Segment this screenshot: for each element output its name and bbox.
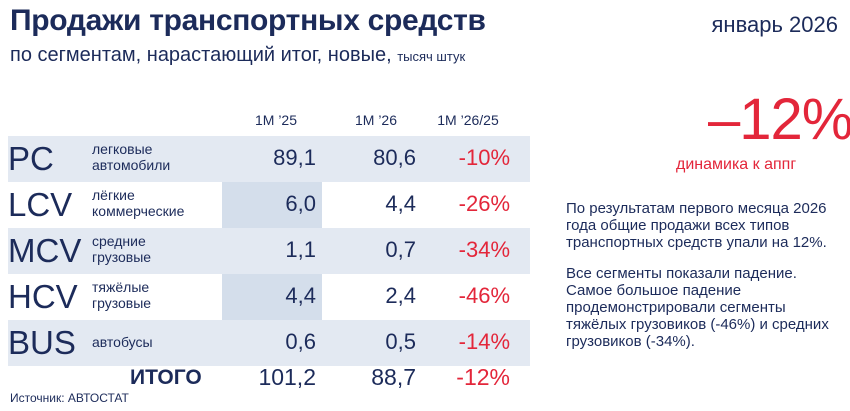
segment-code: BUS bbox=[8, 324, 76, 361]
subtitle-text: по сегментам, нарастающий итог, новые, bbox=[10, 44, 392, 66]
segment-code: HCV bbox=[8, 278, 78, 315]
total-label: ИТОГО bbox=[130, 366, 202, 389]
value-1m26: 0,5 bbox=[385, 329, 416, 354]
segment-code: PC bbox=[8, 140, 54, 177]
segment-label: тяжёлые грузовые bbox=[92, 279, 152, 311]
value-change: -46% bbox=[458, 283, 510, 308]
total-change: -12% bbox=[456, 364, 510, 390]
value-1m26: 2,4 bbox=[385, 283, 416, 308]
commentary: По результатам первого месяца 2026 года … bbox=[566, 200, 836, 364]
segment-label: лёгкие коммерческие bbox=[92, 187, 185, 219]
table-row: PC легковые автомобили 89,1 80,6 -10% bbox=[8, 136, 530, 182]
total-value-1m25: 101,2 bbox=[258, 364, 316, 390]
segment-label: средние грузовые bbox=[92, 233, 152, 265]
value-change: -10% bbox=[458, 145, 510, 170]
column-header-change: 1M ’26/25 bbox=[437, 112, 499, 128]
value-change: -14% bbox=[458, 329, 510, 354]
value-change: -34% bbox=[458, 237, 510, 262]
total-value-1m26: 88,7 bbox=[371, 364, 416, 390]
report-date: январь 2026 bbox=[711, 12, 839, 37]
segment-code: MCV bbox=[8, 232, 82, 269]
row-background bbox=[8, 136, 530, 182]
segment-label: автобусы bbox=[92, 334, 153, 350]
value-1m26: 0,7 bbox=[385, 237, 416, 262]
segment-code: LCV bbox=[8, 186, 73, 223]
highlight-value: –12% bbox=[708, 87, 850, 152]
unit-label: тысяч штук bbox=[397, 49, 466, 64]
row-background bbox=[8, 228, 530, 274]
value-1m25: 89,1 bbox=[273, 145, 316, 170]
segment-label: легковые автомобили bbox=[92, 141, 171, 173]
commentary-paragraph-1: По результатам первого месяца 2026 года … bbox=[566, 200, 827, 251]
value-1m26: 80,6 bbox=[373, 145, 416, 170]
page-subtitle: по сегментам, нарастающий итог, новые, т… bbox=[10, 44, 465, 67]
source-note: Источник: АВТОСТАТ bbox=[10, 391, 129, 405]
table-row: HCV тяжёлые грузовые 4,4 2,4 -46% bbox=[8, 274, 530, 320]
commentary-paragraph-2: Все сегменты показали падение. Самое бол… bbox=[566, 265, 829, 350]
table-row: BUS автобусы 0,6 0,5 -14% bbox=[8, 320, 530, 366]
value-1m26: 4,4 bbox=[385, 191, 416, 216]
highlight-label: динамика к аппг bbox=[676, 156, 797, 173]
value-1m25: 4,4 bbox=[285, 283, 316, 308]
value-1m25: 0,6 bbox=[285, 329, 316, 354]
value-1m25: 1,1 bbox=[285, 237, 316, 262]
page-title: Продажи транспортных средств bbox=[10, 4, 486, 37]
table-row: MCV средние грузовые 1,1 0,7 -34% bbox=[8, 228, 530, 274]
column-header-1m26: 1M ’26 bbox=[354, 112, 398, 128]
table-row: LCV лёгкие коммерческие 6,0 4,4 -26% bbox=[8, 182, 530, 228]
value-1m25: 6,0 bbox=[285, 191, 316, 216]
value-change: -26% bbox=[458, 191, 510, 216]
column-header-1m25: 1M ’25 bbox=[254, 112, 298, 128]
row-background bbox=[8, 320, 530, 366]
